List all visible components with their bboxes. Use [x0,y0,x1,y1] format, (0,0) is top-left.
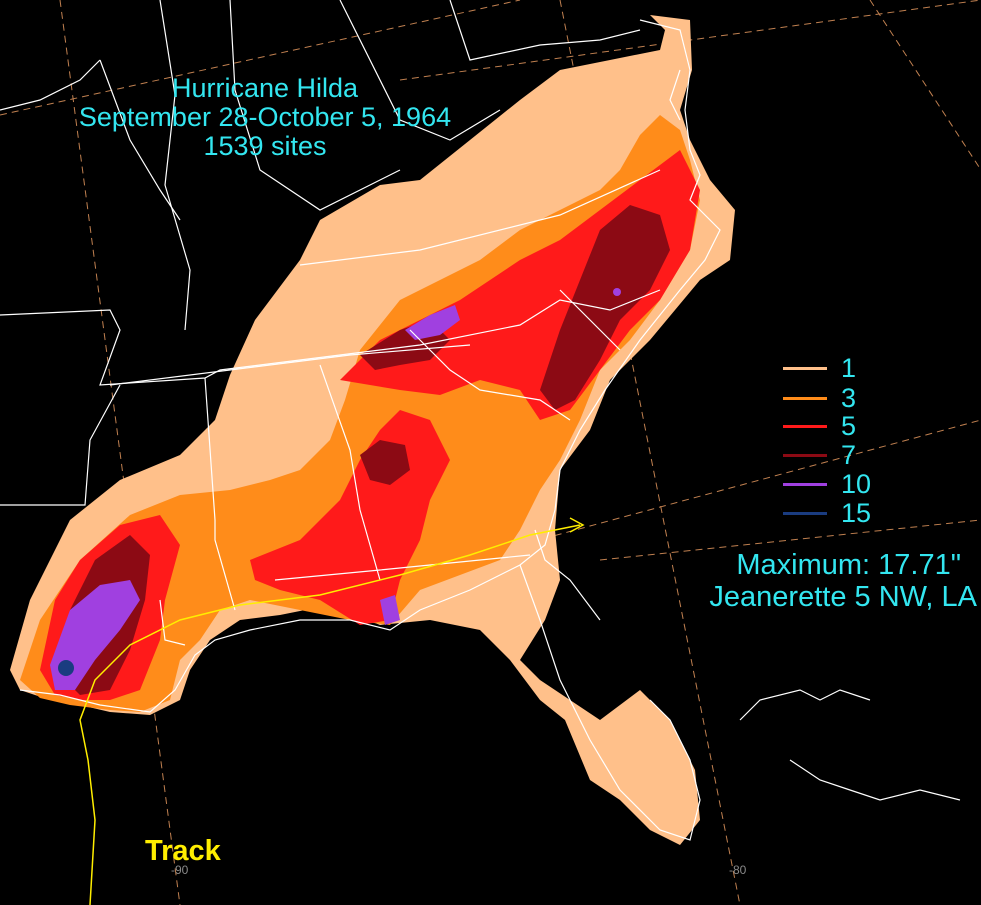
rainfall-15in [58,660,74,676]
legend-item-3: 3 [783,385,903,413]
legend-swatch [783,483,827,486]
longitude-label: -90 [171,863,189,877]
legend-swatch [783,367,827,370]
legend-label: 15 [841,498,872,528]
coastline [19,19,961,841]
legend-swatch [783,454,827,457]
track-label: Track [145,835,221,867]
legend-label: 1 [841,353,857,383]
title-line-1: Hurricane Hilda [171,73,359,103]
maximum-value: Maximum: 17.71" [736,549,961,581]
legend-label: 5 [841,411,857,441]
legend-item-10: 10 [783,471,903,499]
legend-swatch [783,397,827,400]
title-line-3: 1539 sites [203,131,327,161]
title-line-2: September 28-October 5, 1964 [78,102,452,132]
legend-label: 3 [841,383,857,413]
rainfall-10in [50,288,621,690]
legend-item-7: 7 [783,442,903,470]
legend-item-5: 5 [783,413,903,441]
hurricane-track [79,517,585,905]
legend-label: 7 [841,440,857,470]
legend-swatch [783,512,827,515]
state-borders [0,0,661,646]
longitude-label: -80 [729,863,747,877]
legend-item-1: 1 [783,355,903,383]
legend-label: 10 [841,469,872,499]
maximum-location: Jeanerette 5 NW, LA [709,581,977,613]
legend-swatch [783,425,827,428]
legend-item-15: 15 [783,500,903,528]
